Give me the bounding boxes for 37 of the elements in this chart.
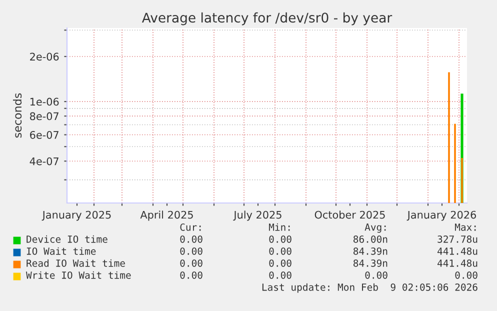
text: 0.00	[180, 259, 202, 267]
y-axis-title: seconds	[13, 93, 22, 138]
text: 441.48u	[438, 259, 478, 267]
text: 0.00	[269, 235, 292, 243]
text: Avg:	[364, 224, 386, 233]
legend-label: Read IO Wait time	[26, 259, 125, 267]
x-tick-label: January 2026	[406, 210, 476, 221]
text: Min:	[268, 223, 290, 231]
x-tick-label: July 2025	[233, 210, 282, 221]
legend-label: IO Wait time	[26, 247, 96, 255]
text: 0.00	[269, 259, 292, 267]
y-tick-label: 4e-07	[30, 157, 58, 166]
text: 86.00n	[354, 235, 388, 243]
y-tick-label: 2e-06	[30, 52, 59, 61]
x-tick-label: October 2025	[314, 210, 385, 219]
text: 0.00	[455, 271, 478, 279]
x-tick-label: April 2025	[140, 210, 193, 221]
text: 327.78u	[438, 235, 478, 243]
legend-label: Write IO Wait time	[26, 271, 131, 279]
y-tick-label: 8e-07	[30, 112, 58, 120]
text: 84.39n	[354, 247, 388, 255]
y-tick-label: 1e-06	[30, 98, 59, 106]
y-tick-label: 6e-07	[30, 130, 58, 139]
text: Max:	[454, 224, 476, 231]
text: 0.00	[180, 235, 202, 243]
text: 84.39n	[354, 259, 388, 267]
text: 441.48u	[438, 247, 478, 255]
text: 0.00	[180, 271, 202, 279]
text: 0.00	[269, 271, 292, 279]
text: Last update: Mon Feb 9 02:05:06 2026	[262, 283, 478, 293]
text: Cur:	[180, 223, 201, 231]
chart-title: Average latency for /dev/sr0 - by year	[142, 12, 392, 26]
text: 0.00	[269, 247, 292, 255]
text: 0.00	[180, 247, 202, 255]
x-tick-label: January 2025	[42, 210, 111, 221]
legend-label: Device IO time	[26, 235, 108, 243]
text: 0.00	[365, 271, 388, 279]
